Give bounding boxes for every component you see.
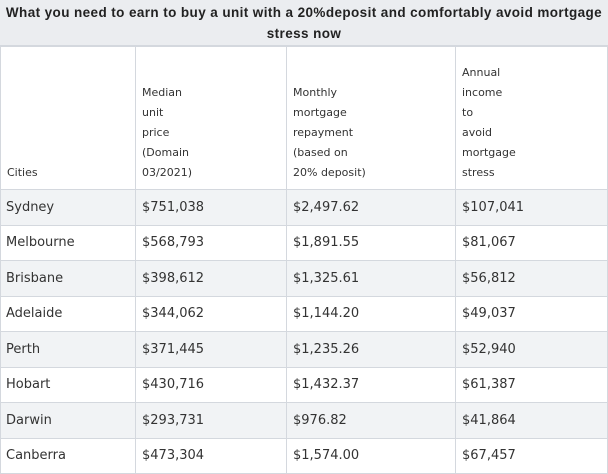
cell-price: $371,445 — [135, 331, 287, 368]
cell-price: $344,062 — [135, 295, 287, 332]
header-line: Median — [142, 86, 183, 99]
header-line: to — [462, 106, 474, 119]
table-row: Sydney $751,038 $2,497.62 $107,041 — [0, 189, 608, 226]
cell-income: $49,037 — [455, 295, 608, 332]
cell-city: Canberra — [0, 437, 136, 474]
cell-repayment: $1,574.00 — [286, 437, 456, 474]
cell-city: Brisbane — [0, 260, 136, 297]
header-line: 20% deposit) — [293, 166, 366, 179]
header-annual-income: Annual income to avoid mortgage stress — [455, 46, 608, 190]
header-line: (based on — [293, 146, 348, 159]
cell-price: $751,038 — [135, 189, 287, 226]
cell-income: $41,864 — [455, 402, 608, 439]
cell-income: $107,041 — [455, 189, 608, 226]
header-line: avoid — [462, 126, 493, 139]
cell-price: $398,612 — [135, 260, 287, 297]
cell-income: $67,457 — [455, 437, 608, 474]
cell-income: $81,067 — [455, 224, 608, 261]
header-row: Cities Median unit price (Domain 03/2021… — [0, 46, 608, 190]
cell-income: $52,940 — [455, 331, 608, 368]
cell-city: Adelaide — [0, 295, 136, 332]
table-row: Adelaide $344,062 $1,144.20 $49,037 — [0, 295, 608, 332]
cell-repayment: $2,497.62 — [286, 189, 456, 226]
header-line: (Domain — [142, 146, 189, 159]
header-line: Cities — [7, 166, 38, 179]
header-line: mortgage — [462, 146, 516, 159]
cell-city: Hobart — [0, 366, 136, 403]
table-row: Darwin $293,731 $976.82 $41,864 — [0, 402, 608, 439]
header-line: unit — [142, 106, 164, 119]
header-line: income — [462, 86, 503, 99]
header-line: repayment — [293, 126, 354, 139]
header-line: Annual — [462, 66, 501, 79]
header-line: stress — [462, 166, 495, 179]
cell-city: Sydney — [0, 189, 136, 226]
table-row: Brisbane $398,612 $1,325.61 $56,812 — [0, 260, 608, 297]
table-row: Canberra $473,304 $1,574.00 $67,457 — [0, 437, 608, 474]
cell-income: $56,812 — [455, 260, 608, 297]
cell-repayment: $1,891.55 — [286, 224, 456, 261]
cell-repayment: $976.82 — [286, 402, 456, 439]
header-cities: Cities — [0, 46, 136, 190]
table-row: Melbourne $568,793 $1,891.55 $81,067 — [0, 224, 608, 261]
cell-repayment: $1,432.37 — [286, 366, 456, 403]
cell-price: $430,716 — [135, 366, 287, 403]
table-title: What you need to earn to buy a unit with… — [0, 0, 608, 46]
table-row: Hobart $430,716 $1,432.37 $61,387 — [0, 366, 608, 403]
header-line: price — [142, 126, 170, 139]
header-monthly-repayment: Monthly mortgage repayment (based on 20%… — [286, 46, 456, 190]
cell-price: $568,793 — [135, 224, 287, 261]
table-row: Perth $371,445 $1,235.26 $52,940 — [0, 331, 608, 368]
cell-income: $61,387 — [455, 366, 608, 403]
cell-repayment: $1,235.26 — [286, 331, 456, 368]
mortgage-stress-table: Cities Median unit price (Domain 03/2021… — [0, 46, 608, 474]
cell-repayment: $1,325.61 — [286, 260, 456, 297]
cell-price: $293,731 — [135, 402, 287, 439]
cell-city: Darwin — [0, 402, 136, 439]
cell-price: $473,304 — [135, 437, 287, 474]
cell-repayment: $1,144.20 — [286, 295, 456, 332]
header-line: 03/2021) — [142, 166, 192, 179]
header-median-unit-price: Median unit price (Domain 03/2021) — [135, 46, 287, 190]
cell-city: Perth — [0, 331, 136, 368]
header-line: mortgage — [293, 106, 347, 119]
cell-city: Melbourne — [0, 224, 136, 261]
header-line: Monthly — [293, 86, 338, 99]
